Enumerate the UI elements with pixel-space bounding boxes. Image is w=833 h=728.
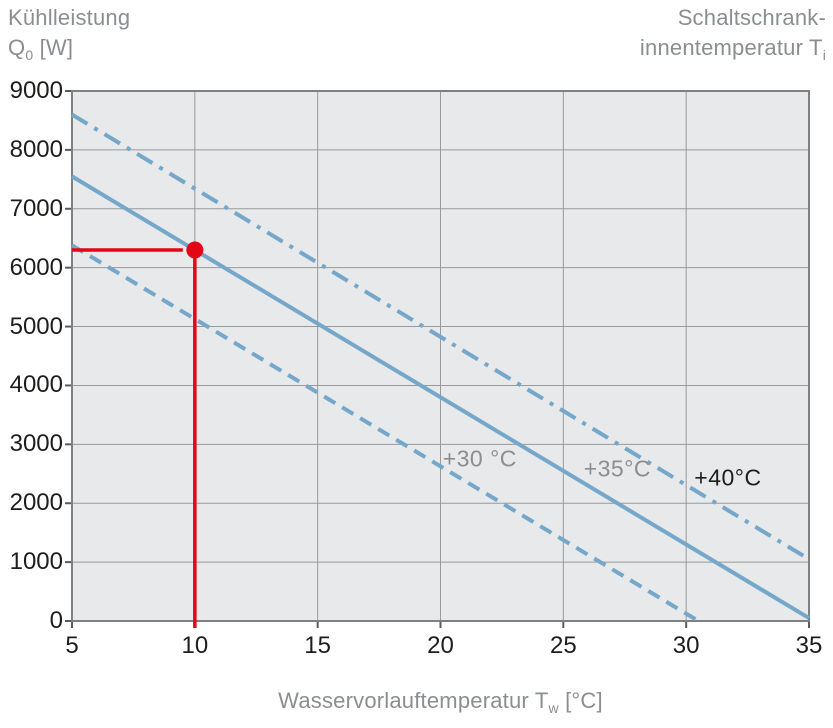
- y-tick-label: 9000: [9, 77, 63, 104]
- y-tick-label: 0: [49, 607, 63, 634]
- y-axis-symbol: Q: [8, 35, 26, 60]
- y-tick-label: 3000: [9, 430, 63, 458]
- y-tick-label: 5000: [9, 312, 63, 340]
- y-tick-label: 2000: [9, 489, 63, 517]
- x-axis-title-unit: [°C]: [558, 688, 603, 713]
- legend-title-subscript: i: [822, 47, 826, 63]
- y-tick-label: 7000: [9, 194, 63, 222]
- y-axis-title: Kühlleistung Q0 [W]: [8, 3, 130, 70]
- series-line-dashed: [70, 243, 700, 623]
- x-axis-title: Wasservorlauftemperatur Tw [°C]: [72, 688, 809, 716]
- legend-title-line2: innentemperatur T: [639, 35, 823, 60]
- y-axis-title-line1: Kühlleistung: [8, 5, 131, 30]
- operating-point-marker: [186, 241, 204, 259]
- legend-title-line1: Schaltschrank-: [677, 5, 826, 30]
- series-line-dashdot: [70, 112, 811, 561]
- series-label-30c: +30 °C: [442, 445, 517, 472]
- legend-title: Schaltschrank- innentemperatur Ti: [640, 3, 826, 70]
- y-tick-label: 4000: [9, 371, 63, 399]
- x-tick-label: 25: [549, 632, 577, 659]
- y-axis-symbol-subscript: 0: [25, 47, 34, 63]
- x-tick-label: 10: [181, 632, 209, 659]
- y-tick-label: 6000: [9, 253, 63, 281]
- x-tick-label: 5: [65, 632, 79, 659]
- plot-border: [71, 90, 810, 622]
- x-tick-label: 20: [427, 632, 454, 659]
- x-axis-title-subscript: w: [548, 700, 559, 716]
- y-tick-label: 8000: [9, 135, 63, 163]
- series-label-40c: +40°C: [694, 464, 762, 491]
- x-tick-label: 35: [795, 632, 823, 659]
- y-tick-label: 1000: [9, 548, 63, 576]
- x-tick-label: 30: [672, 632, 700, 659]
- y-axis-unit: [W]: [33, 35, 74, 60]
- series-label-35c: +35°C: [583, 455, 652, 482]
- x-axis-title-text: Wasservorlauftemperatur T: [278, 688, 549, 713]
- x-tick-label: 15: [304, 632, 331, 659]
